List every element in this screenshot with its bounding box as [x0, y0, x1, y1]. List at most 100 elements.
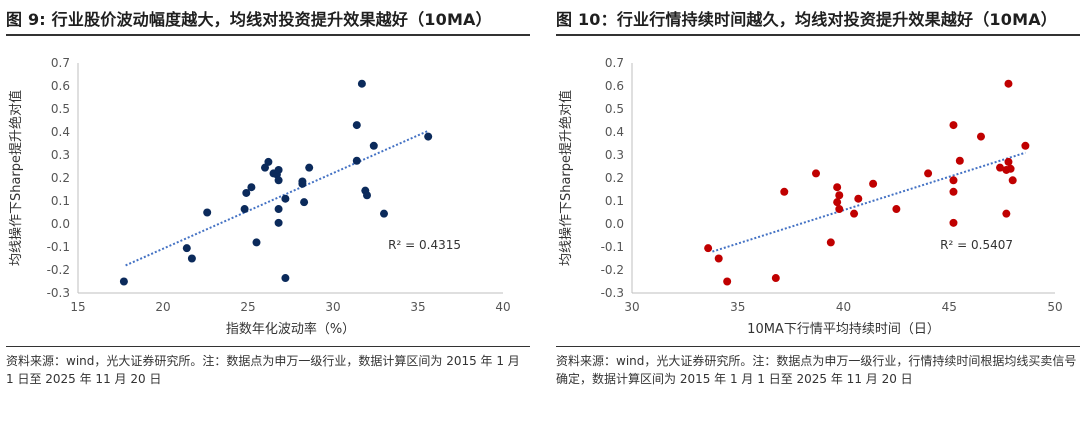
r-squared-label: R² = 0.5407 [940, 238, 1013, 252]
data-point [835, 191, 844, 200]
data-point [1008, 176, 1017, 185]
data-point [812, 169, 821, 178]
y-tick-label: 0.4 [51, 125, 70, 139]
data-point [264, 157, 273, 166]
data-point [1004, 79, 1013, 88]
data-point [274, 218, 283, 227]
data-point [780, 187, 789, 196]
scatter-plot-volatility: 0.7 0.6 0.5 0.4 0.3 0.2 0.1 0.0 -0.1 -0.2 -0.315 20… [8, 56, 511, 337]
data-point [850, 209, 859, 218]
data-point [261, 163, 269, 172]
y-tick-label: -0.3 [47, 286, 70, 300]
data-point [352, 156, 361, 165]
data-point [274, 205, 283, 214]
title-divider [556, 34, 1080, 36]
data-point [305, 163, 314, 172]
x-tick-label: 15 [70, 300, 85, 314]
data-point [833, 183, 842, 192]
data-point [854, 194, 863, 203]
data-point [300, 198, 309, 207]
y-tick-label: 0.7 [51, 56, 70, 70]
data-point [424, 132, 433, 141]
data-point [833, 198, 842, 207]
x-tick-label: 40 [495, 300, 510, 314]
data-point [363, 191, 371, 200]
data-point [1021, 141, 1030, 150]
data-point [835, 205, 844, 214]
x-tick-label: 40 [836, 300, 851, 314]
y-tick-label: 0.5 [605, 102, 624, 116]
data-point [281, 274, 290, 283]
data-point [274, 176, 283, 185]
x-tick-label: 30 [325, 300, 340, 314]
y-tick-label: 0.2 [605, 171, 624, 185]
data-point [298, 179, 307, 188]
trendline [712, 151, 1026, 253]
y-tick-label: -0.2 [601, 263, 624, 277]
data-point [949, 218, 958, 227]
x-tick-label: 25 [240, 300, 255, 314]
data-point [1002, 209, 1011, 218]
y-tick-label: 0.0 [605, 217, 624, 231]
data-point [771, 274, 780, 283]
data-point [714, 254, 723, 263]
data-point [949, 176, 958, 185]
scatter-plot-duration: 0.7 0.6 0.5 0.4 0.3 0.2 0.1 0.0 -0.1 -0.2 -0.330 35… [558, 56, 1063, 337]
x-tick-label: 45 [942, 300, 957, 314]
x-axis-title: 10MA下行情平均持续时间（日） [747, 322, 940, 337]
trendline [125, 129, 429, 267]
data-point [240, 205, 249, 214]
y-tick-label: 0.4 [605, 125, 624, 139]
x-tick-label: 35 [730, 300, 745, 314]
y-axis-title: 均线操作下Sharpe提升绝对值 [8, 90, 24, 266]
y-tick-label: 0.3 [605, 148, 624, 162]
x-tick-label: 35 [410, 300, 425, 314]
x-tick-label: 30 [624, 300, 639, 314]
data-point [247, 183, 256, 192]
data-point [976, 132, 985, 141]
y-tick-label: 0.6 [51, 79, 70, 93]
data-point [892, 205, 901, 214]
data-point [996, 163, 1005, 172]
data-point [357, 79, 366, 88]
x-tick-label: 20 [155, 300, 170, 314]
y-tick-label: 0.7 [605, 56, 624, 70]
data-point [380, 209, 388, 218]
y-tick-label: 0.2 [51, 171, 70, 185]
data-point [924, 169, 933, 178]
r-squared-label: R² = 0.4315 [388, 238, 461, 252]
source-note: 资料来源：wind，光大证券研究所。注：数据点为申万一级行业，数据计算区间为 2… [6, 354, 520, 386]
data-point [369, 141, 378, 150]
x-tick-label: 50 [1047, 300, 1062, 314]
data-point [187, 254, 196, 263]
data-point [182, 244, 191, 253]
y-tick-label: 0.1 [605, 194, 624, 208]
chart-title: 图 10：行业行情持续时间越久，均线对投资提升效果越好（10MA） [556, 10, 1058, 29]
data-point [826, 238, 835, 247]
data-point [281, 194, 290, 203]
x-axis-title: 指数年化波动率（%） [226, 321, 355, 337]
data-point [949, 187, 958, 196]
data-point [352, 121, 361, 130]
data-point [274, 165, 283, 174]
source-divider [6, 346, 530, 347]
y-tick-label: -0.1 [47, 240, 70, 254]
data-point [252, 238, 261, 247]
y-tick-label: 0.1 [51, 194, 70, 208]
y-tick-label: 0.5 [51, 102, 70, 116]
data-point [242, 188, 251, 197]
source-divider [556, 346, 1080, 347]
chart-panel-volatility: 图 9: 行业股价波动幅度越大，均线对投资提升效果越好（10MA） 0.7 0.6… [6, 0, 530, 422]
y-tick-label: 0.0 [51, 217, 70, 231]
chart-title: 图 9: 行业股价波动幅度越大，均线对投资提升效果越好（10MA） [6, 10, 492, 29]
y-tick-label: 0.6 [605, 79, 624, 93]
data-point [949, 121, 958, 130]
title-divider [6, 34, 530, 36]
y-tick-label: -0.1 [601, 240, 624, 254]
y-axis-title: 均线操作下Sharpe提升绝对值 [558, 90, 574, 266]
y-tick-label: -0.2 [47, 263, 70, 277]
data-point [1004, 157, 1013, 166]
y-tick-label: -0.3 [601, 286, 624, 300]
data-point [704, 244, 713, 253]
data-point [955, 156, 964, 165]
